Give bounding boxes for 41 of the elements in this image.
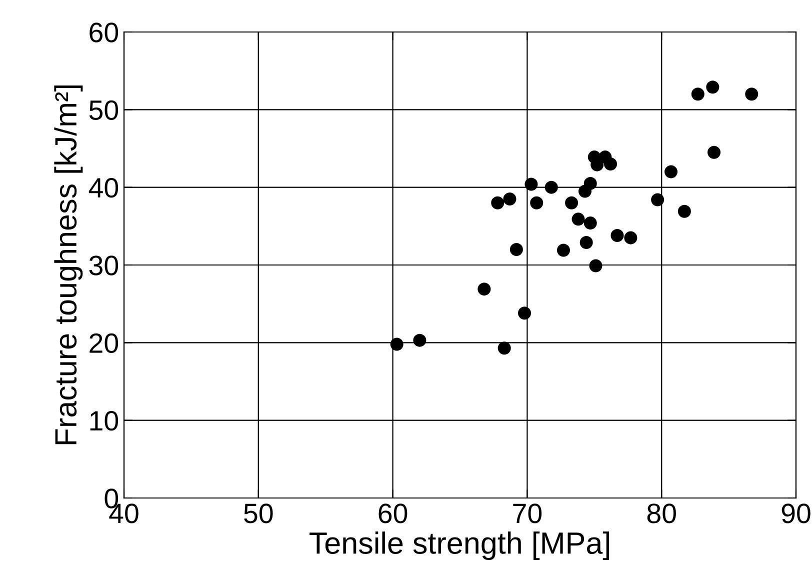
point xyxy=(610,228,624,242)
x-tick-label: 70 xyxy=(513,504,542,524)
point xyxy=(565,196,578,210)
point xyxy=(556,244,570,257)
point xyxy=(491,196,504,210)
y-tick-label: 50 xyxy=(89,100,118,120)
point xyxy=(691,88,704,101)
x-axis-title: Tensile strength [MPa] xyxy=(310,532,609,560)
point xyxy=(664,165,678,178)
point xyxy=(510,242,523,256)
point xyxy=(503,192,516,206)
point xyxy=(584,176,597,190)
point xyxy=(390,338,404,351)
x-tick-label: 80 xyxy=(647,504,676,524)
y-tick-label: 10 xyxy=(90,411,118,431)
point xyxy=(572,212,585,226)
point xyxy=(580,236,593,249)
point xyxy=(524,178,538,191)
x-tick-label: 60 xyxy=(378,504,408,524)
point xyxy=(651,193,664,206)
x-tick-label: 50 xyxy=(244,504,273,524)
point xyxy=(624,231,638,244)
point xyxy=(530,196,544,210)
point xyxy=(498,342,511,355)
point xyxy=(706,80,720,94)
point xyxy=(678,204,691,218)
point xyxy=(544,180,558,194)
point xyxy=(584,216,597,230)
point xyxy=(604,158,618,171)
y-tick-label: 30 xyxy=(89,256,118,276)
point xyxy=(589,259,602,272)
y-tick-label: 40 xyxy=(88,178,118,198)
point xyxy=(518,306,532,320)
point xyxy=(708,146,721,159)
point xyxy=(745,88,758,101)
x-tick-label: 90 xyxy=(782,504,810,524)
point xyxy=(413,334,426,347)
y-axis-title: Fracture toughness [kJ/m²] xyxy=(54,85,83,444)
point xyxy=(478,282,491,296)
y-tick-label: 20 xyxy=(90,333,118,354)
y-tick-label: 60 xyxy=(90,22,118,42)
